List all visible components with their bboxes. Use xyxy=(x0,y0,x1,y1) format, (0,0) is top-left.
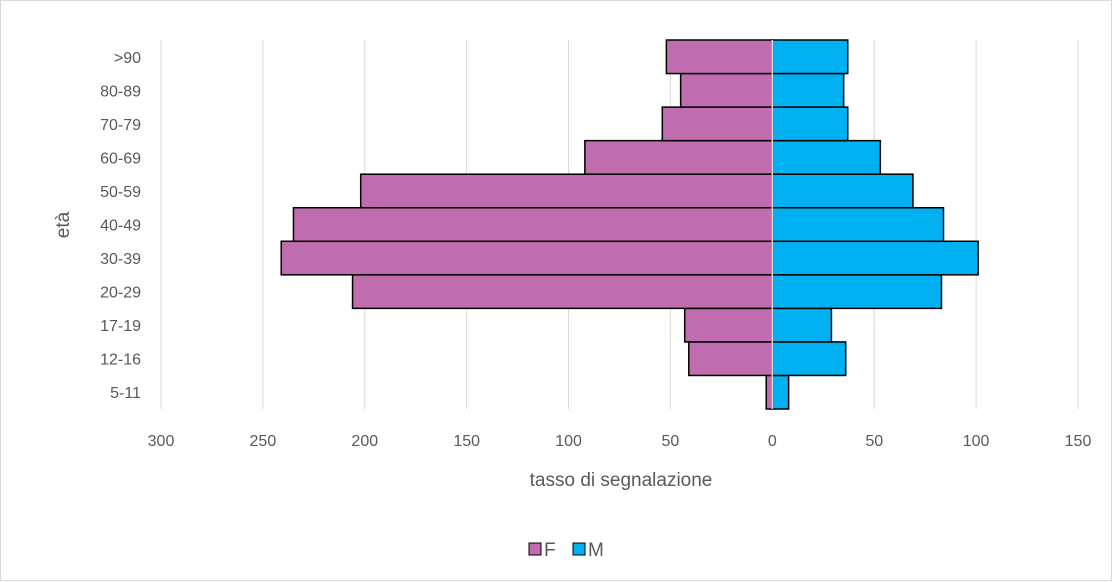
category-label: >90 xyxy=(114,50,141,67)
x-tick-label: 50 xyxy=(865,433,883,450)
category-label: 20-29 xyxy=(100,285,141,302)
category-label: 40-49 xyxy=(100,218,141,235)
category-labels: 5-11 12-16 17-19 20-29 30-39 40-49 50-59 60-69 7… xyxy=(100,50,141,402)
category-label: 80-89 xyxy=(100,83,141,100)
y-axis-title: età xyxy=(53,211,74,238)
x-tick-label: 150 xyxy=(1065,433,1092,450)
bar-f-8089 xyxy=(679,72,774,108)
x-axis-title: tasso di segnalazione xyxy=(530,470,713,491)
bar-m-3039 xyxy=(771,240,979,276)
category-label: 30-39 xyxy=(100,251,141,268)
x-tick-label: 250 xyxy=(250,433,277,450)
bar-f-6069 xyxy=(584,139,774,175)
bar-m-8089 xyxy=(771,72,845,108)
bar-f-5059 xyxy=(359,173,774,209)
category-label: 12-16 xyxy=(100,352,141,369)
bar-m-90 xyxy=(771,39,849,75)
bar-m-5059 xyxy=(771,173,914,209)
bar-f-1719 xyxy=(683,307,774,343)
category-label: 5-11 xyxy=(110,385,141,402)
x-tick-labels: 300 250 200 150 100 50 0 50 100 150 xyxy=(148,433,1092,450)
bar-m-7079 xyxy=(771,106,849,142)
x-tick-label: 100 xyxy=(555,433,582,450)
x-tick-label: 200 xyxy=(351,433,378,450)
bar-f-1216 xyxy=(688,341,774,377)
bar-f-511 xyxy=(765,374,774,410)
legend-label-m: M xyxy=(588,540,604,561)
legend-swatch-f xyxy=(528,542,542,556)
bar-m-4049 xyxy=(771,206,945,243)
category-label: 60-69 xyxy=(100,150,141,167)
x-tick-label: 150 xyxy=(453,433,480,450)
bars xyxy=(280,39,979,410)
legend-swatch-m xyxy=(572,542,586,556)
x-tick-label: 100 xyxy=(963,433,990,450)
bar-m-1719 xyxy=(771,307,833,343)
x-tick-label: 50 xyxy=(662,433,680,450)
x-tick-label: 0 xyxy=(768,433,777,450)
bar-f-2029 xyxy=(351,274,774,310)
bar-m-511 xyxy=(771,374,790,410)
category-label: 70-79 xyxy=(100,117,141,134)
category-label: 50-59 xyxy=(100,184,141,201)
bar-m-1216 xyxy=(771,341,847,377)
bar-f-7079 xyxy=(661,106,774,142)
bar-m-6069 xyxy=(771,139,882,175)
bar-m-2029 xyxy=(771,274,943,310)
bar-f-90 xyxy=(665,39,774,75)
category-label: 17-19 xyxy=(100,318,141,335)
x-tick-label: 300 xyxy=(148,433,175,450)
bar-f-4049 xyxy=(292,206,774,243)
bar-f-3039 xyxy=(280,240,774,276)
legend-label-f: F xyxy=(544,540,556,561)
